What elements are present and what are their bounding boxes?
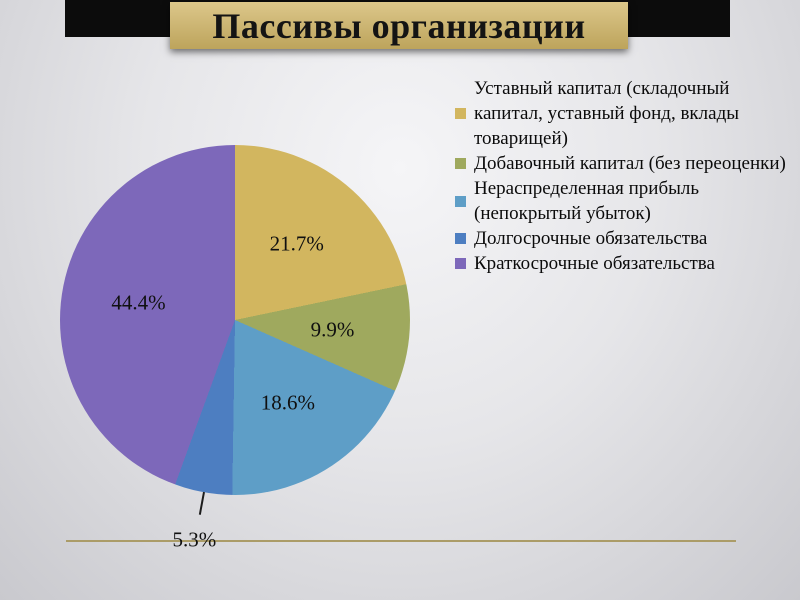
legend-item: Добавочный капитал (без переоценки)	[455, 151, 787, 176]
legend-item: Краткосрочные обязательства	[455, 251, 787, 276]
label-leader-line	[198, 491, 204, 515]
legend-label: Уставный капитал (складочный капитал, ус…	[474, 78, 739, 149]
pie-slice-value: 44.4%	[111, 290, 166, 315]
legend-label: Нераспределенная прибыль (непокрытый убы…	[474, 178, 700, 224]
legend-swatch	[455, 233, 466, 244]
legend-label: Долгосрочные обязательства	[474, 228, 708, 249]
pie-slice-value: 5.3%	[172, 527, 217, 552]
slide-title: Пассивы организации	[212, 5, 586, 46]
divider-line	[66, 540, 736, 542]
chart-legend: Уставный капитал (складочный капитал, ус…	[455, 76, 787, 276]
legend-label: Добавочный капитал (без переоценки)	[474, 153, 786, 174]
legend-swatch	[455, 195, 466, 207]
pie-chart	[60, 145, 410, 495]
pie-slice-value: 18.6%	[260, 390, 315, 415]
legend-item: Нераспределенная прибыль (непокрытый убы…	[455, 176, 787, 226]
pie-slice-value: 9.9%	[310, 317, 355, 342]
legend-label: Краткосрочные обязательства	[474, 253, 715, 274]
legend-item: Долгосрочные обязательства	[455, 226, 787, 251]
legend-item: Уставный капитал (складочный капитал, ус…	[455, 76, 787, 151]
legend-swatch	[455, 158, 466, 169]
title-box: Пассивы организации	[170, 2, 628, 49]
legend-swatch	[455, 258, 466, 269]
legend-swatch	[455, 108, 466, 119]
pie-slice-value: 21.7%	[269, 231, 324, 256]
